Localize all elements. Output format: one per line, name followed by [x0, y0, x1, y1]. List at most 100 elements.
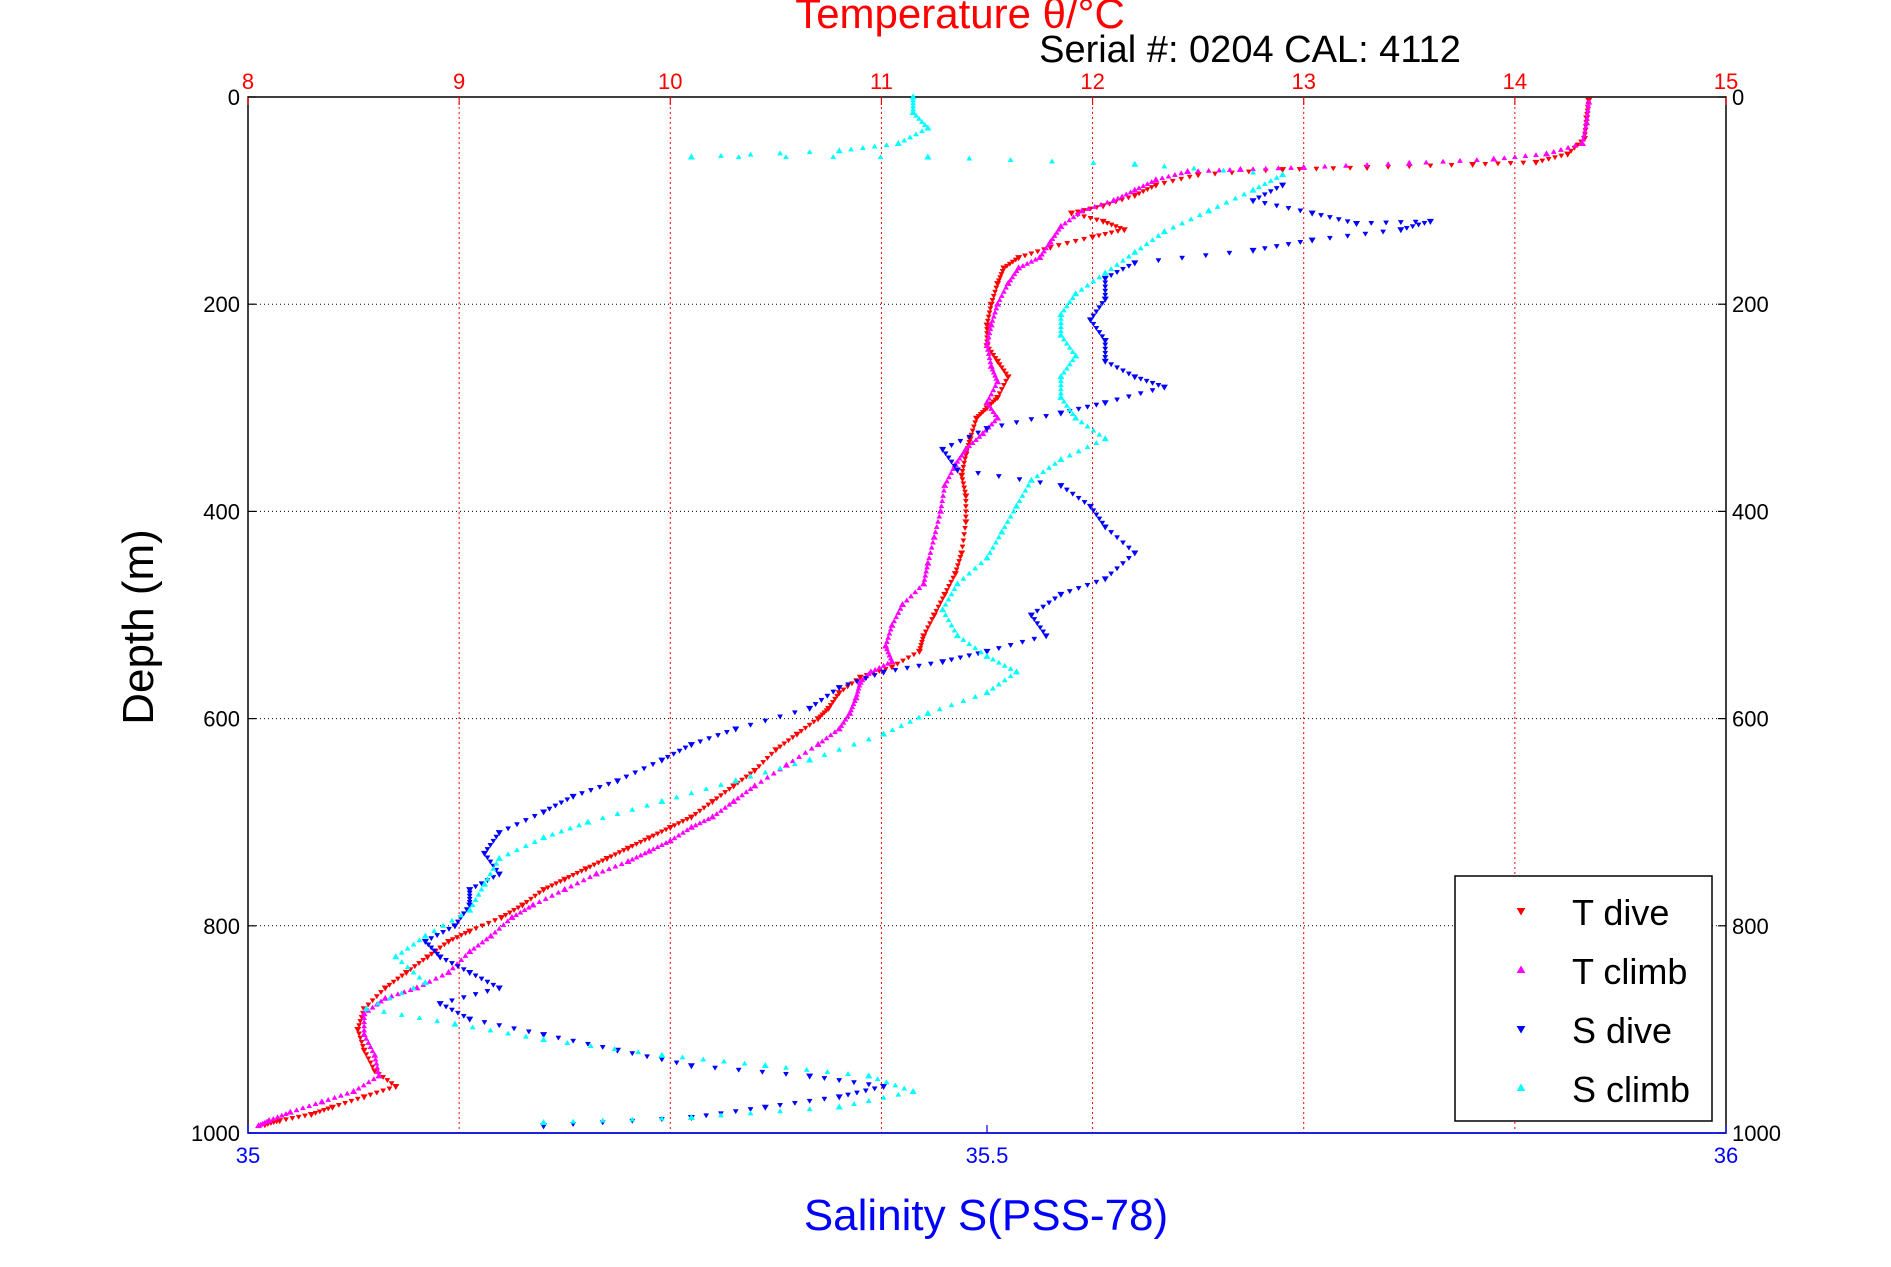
data-point-interp [1473, 156, 1480, 162]
data-point [392, 1083, 400, 1090]
data-point-interp [871, 673, 878, 679]
data-point-interp [978, 560, 985, 566]
data-point-interp [504, 918, 511, 924]
data-point-interp [901, 137, 908, 143]
data-point [972, 415, 980, 422]
data-point-interp [966, 443, 973, 449]
data-point-interp [484, 979, 491, 985]
data-point-interp [1019, 492, 1026, 498]
data-point-interp [876, 664, 883, 670]
data-point-interp [514, 822, 520, 828]
data-point-interp [957, 655, 964, 661]
data-point-interp [723, 730, 730, 736]
data-point-interp [1368, 220, 1375, 226]
data-point-interp [892, 1082, 899, 1088]
data-point-interp [1326, 235, 1333, 241]
data-point-interp [913, 131, 919, 137]
data-point [466, 928, 474, 935]
data-point-interp [747, 773, 754, 779]
data-point [998, 528, 1006, 535]
data-point-interp [948, 470, 955, 476]
data-point-interp [715, 733, 721, 739]
data-point-interp [1507, 161, 1514, 167]
data-point-interp [1273, 186, 1280, 192]
data-point-interp [969, 440, 976, 446]
data-point-interp [1482, 161, 1489, 167]
data-point-interp [1335, 217, 1342, 223]
tick-label-depth-right-400: 400 [1732, 499, 1769, 524]
data-point-interp [791, 710, 798, 716]
data-point-interp [990, 313, 997, 319]
data-point [994, 378, 1002, 385]
data-point-interp [942, 612, 949, 617]
data-point-interp [916, 663, 922, 669]
data-point-interp [976, 433, 983, 439]
data-point [328, 1104, 336, 1111]
data-point [540, 809, 548, 816]
data-point [962, 493, 970, 500]
data-point [1046, 238, 1054, 245]
y-axis-label: Depth (m) [114, 529, 163, 725]
data-point-interp [374, 1064, 381, 1070]
data-point [1249, 198, 1257, 205]
data-point-interp [1038, 251, 1045, 257]
data-point-interp [986, 402, 993, 408]
data-point-interp [632, 770, 639, 776]
data-point-interp [951, 586, 958, 592]
data-point [1057, 591, 1065, 598]
data-point-interp [579, 791, 585, 797]
data-point-interp [331, 1094, 338, 1100]
data-point [497, 915, 505, 922]
data-point-interp [623, 774, 630, 780]
data-point [1101, 435, 1109, 442]
data-point-interp [1069, 411, 1076, 417]
data-point-interp [574, 880, 581, 886]
data-point-interp [1137, 245, 1144, 251]
data-point-interp [629, 1051, 636, 1057]
data-point [1072, 352, 1080, 359]
data-point-interp [1220, 167, 1227, 173]
data-point [888, 621, 896, 628]
data-point [880, 1083, 888, 1090]
data-point-interp [367, 1044, 374, 1050]
data-point-interp [851, 1100, 857, 1106]
data-point-interp [785, 738, 792, 744]
data-point-interp [434, 933, 441, 939]
data-point-interp [1066, 452, 1073, 458]
data-point-interp [969, 428, 976, 434]
data-point [987, 321, 995, 328]
data-point-interp [973, 436, 979, 442]
data-point [941, 481, 949, 488]
data-point-interp [365, 1056, 372, 1062]
data-point-interp [1055, 243, 1062, 249]
data-point [939, 606, 947, 613]
data-point-interp [612, 863, 619, 869]
data-point-interp [462, 931, 469, 937]
data-point-interp [1069, 348, 1076, 354]
data-point-interp [344, 1090, 351, 1096]
data-point-interp [1545, 156, 1552, 162]
data-point-interp [642, 850, 648, 856]
data-point-interp [1069, 357, 1076, 363]
data-point-interp [505, 826, 512, 832]
data-point-interp [1403, 225, 1410, 231]
data-point-interp [874, 1076, 881, 1082]
data-point-interp [493, 834, 500, 840]
data-point-interp [384, 1078, 391, 1084]
data-point-interp [986, 395, 993, 401]
data-point-interp [1412, 219, 1419, 225]
data-point-interp [454, 935, 460, 941]
data-point-interp [1041, 248, 1047, 254]
data-point-interp [990, 387, 997, 393]
data-point-interp [373, 994, 380, 1000]
data-point-interp [490, 982, 497, 988]
data-point-interp [960, 464, 967, 470]
data-point-interp [1232, 195, 1239, 201]
data-point-interp [398, 1011, 405, 1017]
data-point-interp [1099, 301, 1106, 307]
data-point-interp [1148, 178, 1155, 184]
data-point-interp [706, 736, 713, 742]
data-point-interp [688, 790, 695, 796]
